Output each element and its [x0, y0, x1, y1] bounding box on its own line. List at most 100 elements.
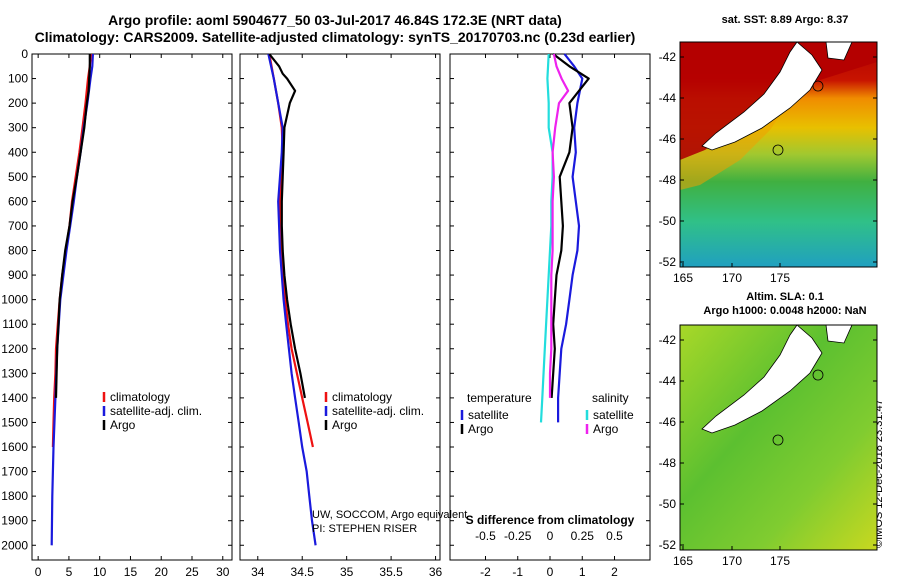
series-line-argo [268, 53, 306, 399]
depth-tick-label: 900 [8, 268, 28, 282]
lat-tick-label: -48 [659, 173, 677, 187]
series-group [50, 53, 94, 546]
sst-map-title: sat. SST: 8.89 Argo: 8.37 [721, 14, 849, 26]
lat-tick-label: -46 [659, 132, 677, 146]
plot-title-line1: Argo profile: aoml 5904677_50 03-Jul-201… [108, 12, 562, 28]
x-tick-label: 35 [340, 565, 354, 579]
legend-label: satellite [593, 408, 634, 422]
depth-tick-label: 300 [8, 121, 28, 135]
sla-argo-location [772, 434, 784, 446]
sla-land-north-island [825, 325, 853, 344]
depth-tick-label: 1200 [1, 342, 28, 356]
x-tick-label-top: 0.5 [606, 529, 623, 543]
sst-map-axes: -42 -44 -46 -48 -50 -52 165 170 175 [659, 50, 877, 285]
depth-tick-label: 700 [8, 219, 28, 233]
lat-tick-label: -44 [659, 374, 677, 388]
legend-label: Argo [332, 418, 358, 432]
x-tick-label: 36 [429, 565, 443, 579]
note-line1: UW, SOCCOM, Argo equivalent [312, 509, 467, 521]
legend-label: satellite-adj. clim. [110, 404, 202, 418]
series-line-temperature-satellite [556, 53, 584, 423]
lat-tick-label: -52 [659, 255, 677, 269]
series-line-temperature-argo [550, 53, 590, 398]
x-axis-label-top: S difference from climatology [466, 513, 635, 527]
sst-map [679, 41, 878, 268]
x-tick-label: 15 [124, 565, 138, 579]
lat-tick-label: -42 [659, 50, 677, 64]
panel-frame-temperature [31, 53, 233, 561]
x-tick-label-top: -0.25 [504, 529, 532, 543]
depth-tick-label: 1100 [2, 317, 28, 331]
lat-tick-label: -52 [659, 538, 677, 552]
series-line-salinity-satellite [539, 53, 554, 423]
legend-heading-salinity: salinity [592, 391, 629, 405]
sla-reference-circle [812, 369, 824, 381]
sst-reference-circle [812, 80, 824, 92]
x-tick-label: 5 [66, 565, 73, 579]
series-line-salinity-argo [548, 53, 570, 398]
x-tick-label: 34.5 [291, 565, 315, 579]
depth-tick-label: 1700 [1, 465, 28, 479]
legend-heading-temperature: temperature [467, 391, 532, 405]
panel-temperature: 0100200300400500600700800900100011001200… [1, 47, 233, 579]
depth-tick-label: 2000 [1, 538, 28, 552]
x-tick-label: 1 [579, 565, 586, 579]
x-tick-label: 2 [611, 565, 618, 579]
legend-label: satellite-adj. clim. [332, 404, 424, 418]
lat-tick-label: -46 [659, 415, 677, 429]
lat-tick-label: -42 [659, 333, 677, 347]
sst-map-frame [679, 41, 878, 268]
series-line-satellite-adj-clim- [267, 53, 317, 546]
legend-label: satellite [468, 408, 509, 422]
sst-argo-location [772, 144, 784, 156]
lat-tick-label: -50 [659, 497, 677, 511]
panel-difference: -2-1012T difference from climatologytemp… [449, 53, 651, 579]
depth-tick-label: 1900 [1, 514, 28, 528]
lon-tick-label: 165 [673, 554, 693, 568]
depth-tick-label: 100 [8, 72, 28, 86]
depth-tick-label: 500 [8, 170, 28, 184]
depth-tick-label: 1600 [1, 440, 28, 454]
depth-tick-label: 200 [8, 96, 28, 110]
x-tick-label-top: -0.5 [475, 529, 496, 543]
series-group [539, 53, 590, 423]
x-tick-label: 35.5 [379, 565, 403, 579]
sla-map-axes: -42 -44 -46 -48 -50 -52 165 170 175 [659, 333, 877, 568]
x-tick-label: 30 [216, 565, 230, 579]
x-tick-label: 34 [251, 565, 265, 579]
depth-tick-label: 1500 [1, 415, 28, 429]
x-tick-label: 10 [93, 565, 107, 579]
sla-land-south-island [701, 325, 823, 434]
x-tick-label: 20 [155, 565, 169, 579]
sla-map [679, 324, 878, 551]
legend-label: climatology [332, 390, 392, 404]
sla-map-frame [679, 324, 878, 551]
sst-land-south-island [701, 42, 823, 151]
lon-tick-label: 170 [722, 271, 742, 285]
sst-land-north-island [825, 42, 853, 61]
x-tick-label: 0 [547, 565, 554, 579]
depth-tick-label: 1000 [1, 293, 28, 307]
sla-map-title-line1: Altim. SLA: 0.1 [746, 291, 824, 303]
panel-salinity: 3434.53535.536salinityclimatologysatelli… [239, 53, 443, 579]
x-tick-label: -1 [512, 565, 523, 579]
depth-tick-label: 1400 [1, 391, 28, 405]
depth-tick-label: 1300 [1, 366, 28, 380]
x-tick-label: 0 [35, 565, 42, 579]
depth-tick-label: 800 [8, 244, 28, 258]
note-line2: PI: STEPHEN RISER [312, 523, 417, 535]
legend-label: Argo [468, 422, 494, 436]
lon-tick-label: 170 [722, 554, 742, 568]
x-tick-label-top: 0 [547, 529, 554, 543]
lat-tick-label: -48 [659, 456, 677, 470]
depth-tick-label: 0 [21, 47, 28, 61]
lon-tick-label: 175 [770, 554, 790, 568]
x-tick-label: -2 [480, 565, 491, 579]
x-tick-label: 25 [185, 565, 199, 579]
panel-frame-salinity [239, 53, 441, 561]
series-line-argo [54, 54, 91, 398]
lon-tick-label: 175 [770, 271, 790, 285]
lat-tick-label: -44 [659, 91, 677, 105]
x-tick-label-top: 0.25 [571, 529, 595, 543]
